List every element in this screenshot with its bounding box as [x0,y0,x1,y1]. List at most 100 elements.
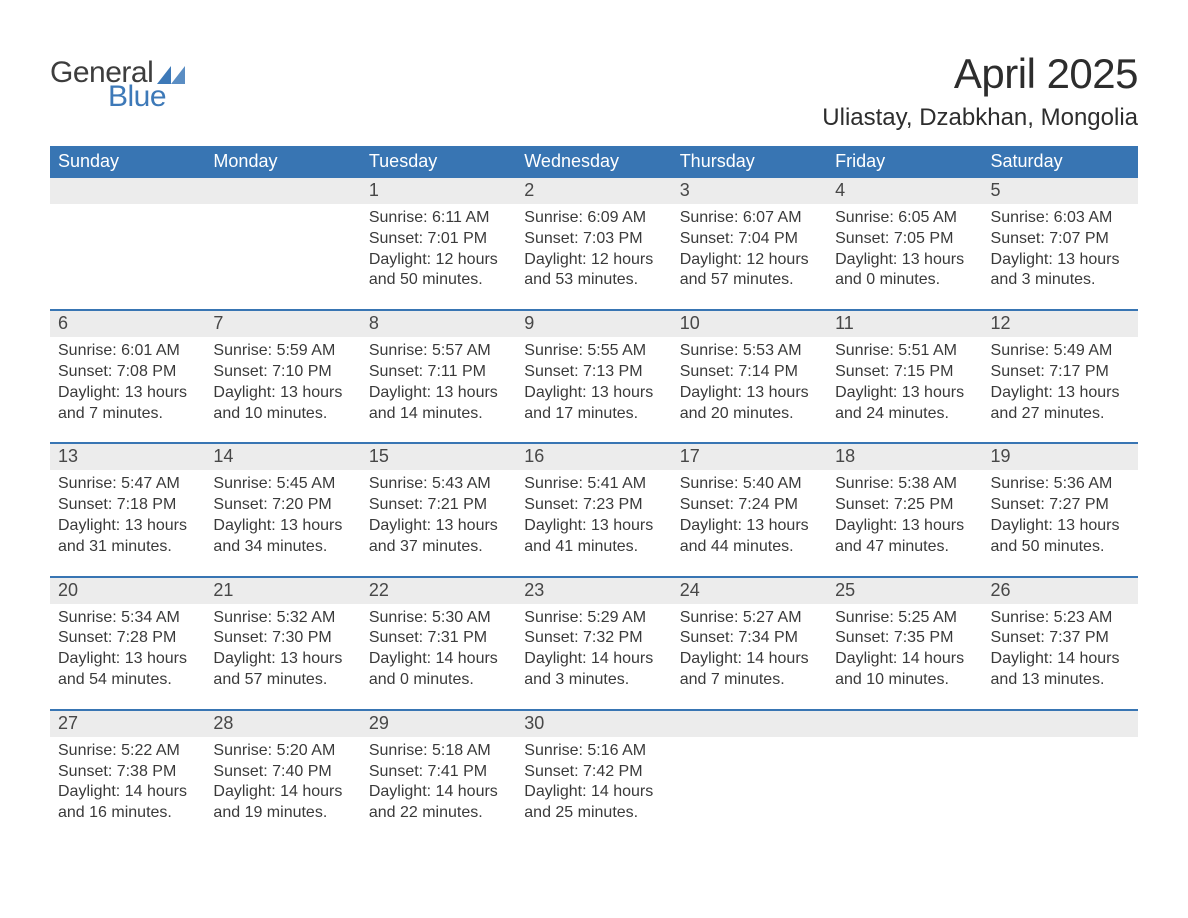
logo-triangle-icon [157,66,185,84]
daylight-line: Daylight: 13 hours [213,649,352,670]
day-number: 22 [361,578,516,604]
calendar-day-cell: 8Sunrise: 5:57 AMSunset: 7:11 PMDaylight… [361,311,516,442]
weekday-header: Tuesday [361,146,516,178]
calendar-week-row: 6Sunrise: 6:01 AMSunset: 7:08 PMDaylight… [50,309,1138,442]
day-details: Sunrise: 5:57 AMSunset: 7:11 PMDaylight:… [361,337,516,424]
day-number: 30 [516,711,671,737]
day-number: 28 [205,711,360,737]
sunrise-line: Sunrise: 5:16 AM [524,741,663,762]
location-subtitle: Uliastay, Dzabkhan, Mongolia [822,104,1138,132]
daylight-line: and 57 minutes. [213,670,352,691]
day-number: 13 [50,444,205,470]
weekday-header: Monday [205,146,360,178]
sunset-line: Sunset: 7:28 PM [58,628,197,649]
daylight-line: Daylight: 14 hours [991,649,1130,670]
sunset-line: Sunset: 7:04 PM [680,229,819,250]
calendar-day-cell: 22Sunrise: 5:30 AMSunset: 7:31 PMDayligh… [361,578,516,709]
daylight-line: Daylight: 13 hours [991,516,1130,537]
daylight-line: Daylight: 13 hours [835,250,974,271]
sunrise-line: Sunrise: 5:23 AM [991,608,1130,629]
daylight-line: Daylight: 13 hours [524,516,663,537]
sunset-line: Sunset: 7:40 PM [213,762,352,783]
daylight-line: and 13 minutes. [991,670,1130,691]
day-details: Sunrise: 5:32 AMSunset: 7:30 PMDaylight:… [205,604,360,691]
day-details: Sunrise: 5:29 AMSunset: 7:32 PMDaylight:… [516,604,671,691]
day-number: 2 [516,178,671,204]
day-number: 17 [672,444,827,470]
sunrise-line: Sunrise: 6:09 AM [524,208,663,229]
daylight-line: and 37 minutes. [369,537,508,558]
day-number: 12 [983,311,1138,337]
sunset-line: Sunset: 7:23 PM [524,495,663,516]
sunset-line: Sunset: 7:17 PM [991,362,1130,383]
day-number: 14 [205,444,360,470]
daylight-line: and 24 minutes. [835,404,974,425]
calendar-day-cell: 3Sunrise: 6:07 AMSunset: 7:04 PMDaylight… [672,178,827,309]
day-number: 9 [516,311,671,337]
weekday-header-row: Sunday Monday Tuesday Wednesday Thursday… [50,146,1138,178]
daylight-line: and 16 minutes. [58,803,197,824]
sunset-line: Sunset: 7:03 PM [524,229,663,250]
day-details: Sunrise: 5:41 AMSunset: 7:23 PMDaylight:… [516,470,671,557]
day-details: Sunrise: 5:16 AMSunset: 7:42 PMDaylight:… [516,737,671,824]
daylight-line: and 7 minutes. [680,670,819,691]
daylight-line: and 20 minutes. [680,404,819,425]
day-number: 11 [827,311,982,337]
calendar-day-cell: 1Sunrise: 6:11 AMSunset: 7:01 PMDaylight… [361,178,516,309]
sunset-line: Sunset: 7:07 PM [991,229,1130,250]
sunrise-line: Sunrise: 6:11 AM [369,208,508,229]
day-details: Sunrise: 5:51 AMSunset: 7:15 PMDaylight:… [827,337,982,424]
sunset-line: Sunset: 7:32 PM [524,628,663,649]
day-details: Sunrise: 5:23 AMSunset: 7:37 PMDaylight:… [983,604,1138,691]
daylight-line: Daylight: 13 hours [58,516,197,537]
day-number: 23 [516,578,671,604]
day-number: 20 [50,578,205,604]
day-number: 5 [983,178,1138,204]
calendar-day-cell: 9Sunrise: 5:55 AMSunset: 7:13 PMDaylight… [516,311,671,442]
daylight-line: Daylight: 13 hours [991,383,1130,404]
day-details: Sunrise: 5:38 AMSunset: 7:25 PMDaylight:… [827,470,982,557]
day-details: Sunrise: 5:59 AMSunset: 7:10 PMDaylight:… [205,337,360,424]
sunrise-line: Sunrise: 5:32 AM [213,608,352,629]
sunset-line: Sunset: 7:13 PM [524,362,663,383]
daylight-line: Daylight: 13 hours [680,383,819,404]
day-number: 10 [672,311,827,337]
day-number [50,178,205,204]
daylight-line: Daylight: 13 hours [58,649,197,670]
calendar-day-cell: 27Sunrise: 5:22 AMSunset: 7:38 PMDayligh… [50,711,205,842]
weekday-header: Wednesday [516,146,671,178]
day-number [827,711,982,737]
daylight-line: and 31 minutes. [58,537,197,558]
sunset-line: Sunset: 7:21 PM [369,495,508,516]
calendar-day-cell [983,711,1138,842]
calendar-day-cell: 25Sunrise: 5:25 AMSunset: 7:35 PMDayligh… [827,578,982,709]
daylight-line: Daylight: 14 hours [213,782,352,803]
sunrise-line: Sunrise: 5:59 AM [213,341,352,362]
sunset-line: Sunset: 7:37 PM [991,628,1130,649]
calendar-day-cell: 11Sunrise: 5:51 AMSunset: 7:15 PMDayligh… [827,311,982,442]
daylight-line: Daylight: 13 hours [369,383,508,404]
daylight-line: and 3 minutes. [524,670,663,691]
daylight-line: Daylight: 14 hours [524,649,663,670]
sunset-line: Sunset: 7:35 PM [835,628,974,649]
sunrise-line: Sunrise: 5:45 AM [213,474,352,495]
calendar-day-cell: 2Sunrise: 6:09 AMSunset: 7:03 PMDaylight… [516,178,671,309]
daylight-line: and 41 minutes. [524,537,663,558]
calendar-day-cell [827,711,982,842]
sunrise-line: Sunrise: 5:36 AM [991,474,1130,495]
daylight-line: and 47 minutes. [835,537,974,558]
day-details: Sunrise: 5:22 AMSunset: 7:38 PMDaylight:… [50,737,205,824]
calendar-week-row: 1Sunrise: 6:11 AMSunset: 7:01 PMDaylight… [50,178,1138,309]
month-title: April 2025 [822,50,1138,98]
calendar-day-cell [205,178,360,309]
calendar-day-cell: 18Sunrise: 5:38 AMSunset: 7:25 PMDayligh… [827,444,982,575]
day-number: 24 [672,578,827,604]
daylight-line: Daylight: 14 hours [369,649,508,670]
day-details: Sunrise: 5:45 AMSunset: 7:20 PMDaylight:… [205,470,360,557]
daylight-line: and 0 minutes. [835,270,974,291]
daylight-line: and 22 minutes. [369,803,508,824]
daylight-line: and 50 minutes. [991,537,1130,558]
calendar-grid: Sunday Monday Tuesday Wednesday Thursday… [50,146,1138,842]
daylight-line: Daylight: 14 hours [369,782,508,803]
daylight-line: and 54 minutes. [58,670,197,691]
